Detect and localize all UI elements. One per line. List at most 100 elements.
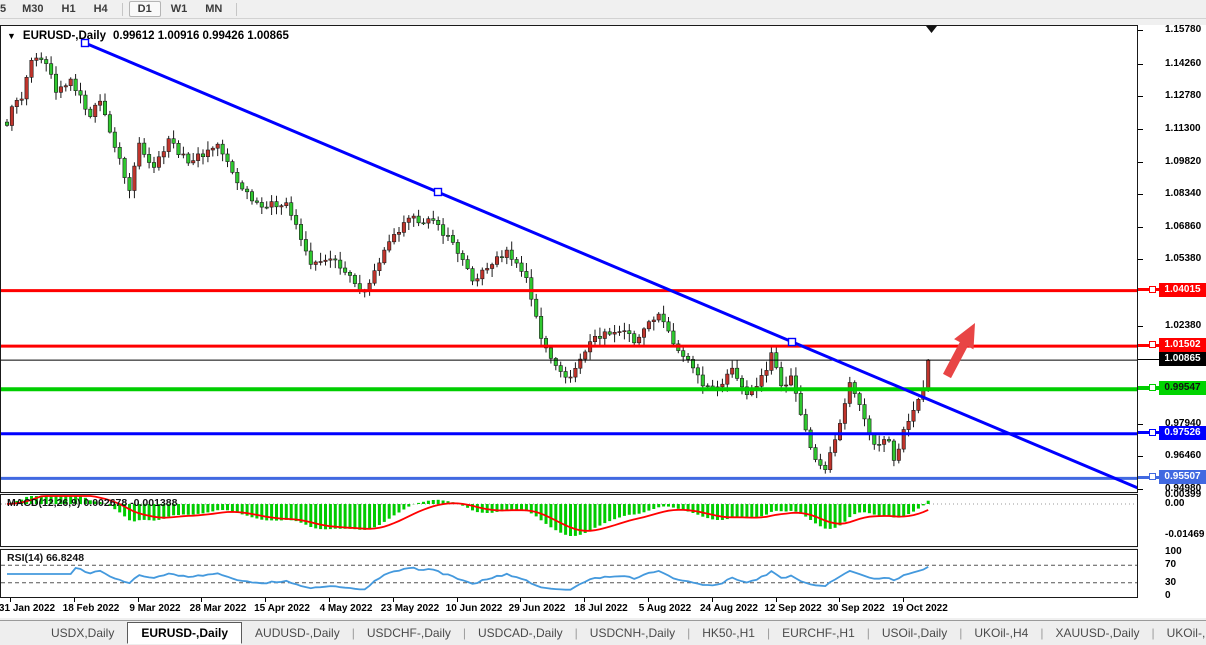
candle: [896, 443, 901, 464]
candle: [857, 391, 862, 411]
trendline[interactable]: [84, 41, 1137, 490]
candle: [666, 317, 671, 333]
tf-button-w1[interactable]: W1: [170, 3, 188, 15]
price-axis[interactable]: 1.15780 1.14260 1.12780 1.11300 1.09820 1.083…: [1138, 25, 1206, 618]
macd-axis-label: -0.01469: [1165, 529, 1205, 540]
hline-handle[interactable]: [1149, 341, 1156, 348]
tf-button-d1[interactable]: D1: [128, 1, 161, 17]
candle: [29, 57, 34, 83]
tab-usdcnh-daily[interactable]: USDCNH-,Daily: [589, 626, 676, 640]
rsi-indicator-pane[interactable]: RSI(14) 66.8248: [0, 549, 1138, 598]
price-tick: [1138, 64, 1143, 65]
trendline-handle[interactable]: [433, 187, 443, 197]
main-chart-pane[interactable]: ▼ EURUSD-,Daily 0.99612 1.00916 0.99426 …: [0, 25, 1138, 493]
price-tick: [1138, 259, 1143, 260]
price-tick-label: 1.09820: [1165, 156, 1202, 167]
candle: [465, 255, 470, 270]
candle: [499, 250, 504, 263]
date-axis[interactable]: 31 Jan 2022 18 Feb 2022 9 Mar 2022 28 Mar 2…: [0, 598, 1138, 618]
candle: [774, 347, 779, 370]
candle: [563, 366, 568, 384]
price-tick-label: 1.11300: [1165, 123, 1201, 134]
candle: [73, 74, 78, 96]
candle: [220, 139, 225, 162]
candle: [573, 362, 578, 383]
tab-usdcad-daily[interactable]: USDCAD-,Daily: [477, 626, 563, 640]
candle: [764, 361, 769, 383]
date-label: 19 Oct 2022: [892, 603, 948, 614]
candlestick-chart-canvas[interactable]: [1, 26, 1137, 492]
candle: [303, 231, 308, 256]
tab-audusd-daily[interactable]: AUDUSD-,Daily: [255, 626, 340, 640]
arrow-annotation[interactable]: [943, 323, 975, 379]
candle: [823, 461, 828, 474]
tab-hk50-h1[interactable]: HK50-,H1: [702, 626, 755, 640]
timeframe-toolbar: 5 M30 H1 H4 D1 W1 MN: [0, 0, 1206, 19]
tf-button-h1[interactable]: H1: [61, 3, 76, 15]
hline-handle[interactable]: [1149, 473, 1156, 480]
candle: [68, 77, 73, 91]
candle: [842, 398, 847, 430]
candle: [441, 218, 446, 244]
tab-xauusd-daily[interactable]: XAUUSD-,Daily: [1055, 626, 1140, 640]
candle: [274, 195, 279, 215]
hline-handle[interactable]: [1149, 286, 1156, 293]
candle: [39, 52, 44, 64]
candle: [392, 228, 397, 245]
candle: [264, 201, 269, 210]
candle: [470, 266, 475, 286]
macd-indicator-pane[interactable]: MACD(12,26,9) 0.002678 -0.001388: [0, 494, 1138, 547]
tf-button-5[interactable]: 5: [0, 3, 7, 15]
date-tick: [903, 598, 904, 602]
candle: [201, 149, 206, 165]
date-label: 5 Aug 2022: [638, 603, 692, 614]
trendline-handle[interactable]: [80, 38, 90, 48]
hline-handle[interactable]: [1149, 429, 1156, 436]
candle: [401, 215, 406, 237]
tf-button-m30[interactable]: M30: [22, 3, 44, 15]
axis-line-stub: [1138, 476, 1159, 479]
candle: [142, 138, 147, 158]
candle: [607, 327, 612, 336]
date-label: 28 Mar 2022: [189, 603, 247, 614]
candle: [671, 323, 676, 346]
candle: [529, 269, 534, 307]
candle: [396, 227, 401, 242]
candle: [176, 140, 181, 158]
date-tick: [712, 598, 713, 602]
price-tick: [1138, 424, 1143, 425]
tab-eurchf-h1[interactable]: EURCHF-,H1: [782, 626, 855, 640]
date-label: 31 Jan 2022: [0, 603, 56, 614]
candle: [475, 273, 480, 287]
tf-button-mn[interactable]: MN: [205, 3, 223, 15]
axis-line-stub: [1138, 386, 1159, 390]
candle: [235, 168, 240, 190]
candle: [156, 151, 161, 171]
chart-dropdown-icon[interactable]: ▼: [7, 31, 16, 41]
tab-usoil-daily[interactable]: USOil-,Daily: [881, 626, 948, 640]
tab-ukoil-h4[interactable]: UKOil-,H4: [974, 626, 1029, 640]
tab-usdx-daily[interactable]: USDX,Daily: [51, 626, 115, 640]
rsi-axis-label: 0: [1165, 590, 1171, 601]
price-tick-label: 1.08340: [1165, 188, 1202, 199]
candle: [485, 262, 490, 274]
hline-handle[interactable]: [1149, 384, 1156, 391]
candle: [161, 146, 166, 165]
candle: [788, 368, 793, 387]
candle: [455, 239, 460, 263]
candle: [695, 363, 700, 384]
candle: [690, 355, 695, 374]
tab-usdchf-daily[interactable]: USDCHF-,Daily: [366, 626, 451, 640]
tf-button-h4[interactable]: H4: [93, 3, 108, 15]
rsi-axis-label: 100: [1165, 546, 1182, 557]
candle: [152, 156, 157, 173]
candle: [543, 335, 548, 353]
candle: [583, 349, 588, 363]
date-tick: [74, 598, 75, 602]
tab-ukoil-daily[interactable]: UKOil-,Daily: [1166, 626, 1206, 640]
price-tick-label: 1.05380: [1165, 253, 1202, 264]
trendline-handle[interactable]: [787, 337, 797, 347]
tab-eurusd-daily[interactable]: EURUSD-,Daily: [127, 622, 243, 644]
axis-line-stub: [1138, 359, 1159, 360]
candle: [269, 195, 274, 215]
